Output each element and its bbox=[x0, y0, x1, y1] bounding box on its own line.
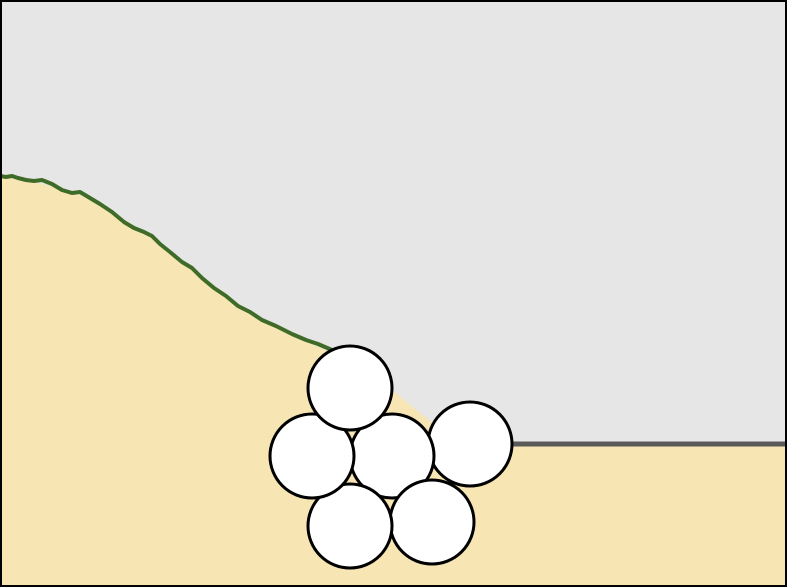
channel-armouring-diagram bbox=[0, 0, 787, 587]
armour-rock-3 bbox=[390, 480, 474, 564]
armour-rock-6 bbox=[308, 346, 392, 430]
armour-rock-1 bbox=[428, 402, 512, 486]
